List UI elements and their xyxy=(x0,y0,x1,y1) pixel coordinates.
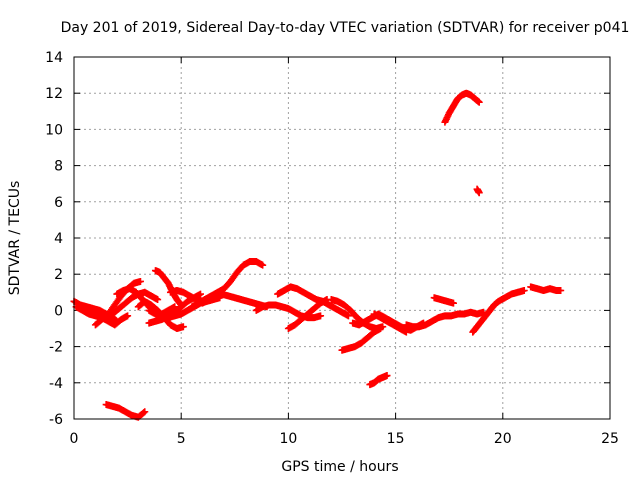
series-seg23 xyxy=(430,294,457,307)
y-tick-label: 2 xyxy=(54,267,63,283)
data-point xyxy=(377,325,385,332)
series-seg4 xyxy=(102,288,162,322)
data-point xyxy=(136,277,144,285)
data-point xyxy=(154,296,162,304)
x-tick-label: 0 xyxy=(70,431,79,447)
data-point xyxy=(475,189,483,197)
data-point xyxy=(317,312,325,320)
data-point xyxy=(179,323,187,331)
x-axis-label: GPS time / hours xyxy=(281,459,398,475)
data-point xyxy=(196,290,204,298)
y-tick-label: 8 xyxy=(54,159,63,175)
series-seg12 xyxy=(113,285,179,318)
data-point xyxy=(124,312,132,320)
series-seg27 xyxy=(473,185,483,197)
x-tick-labels: 0 5 10 15 20 25 xyxy=(70,431,619,447)
y-tick-label: 14 xyxy=(45,50,63,66)
chart-title: Day 201 of 2019, Sidereal Day-to-day VTE… xyxy=(61,20,630,36)
y-axis-label: SDTVAR / TECUs xyxy=(7,181,23,296)
y-tick-label: 0 xyxy=(54,303,63,319)
data-point xyxy=(520,286,528,294)
y-tick-labels: -6 -4 -2 0 2 4 6 8 10 12 14 xyxy=(45,50,63,428)
plot-frame xyxy=(73,56,611,420)
series-seg20 xyxy=(370,310,410,336)
series-seg16 xyxy=(284,296,331,332)
data-points xyxy=(70,89,565,421)
grid xyxy=(73,56,611,420)
y-tick-label: 12 xyxy=(45,86,63,102)
series-seg26 xyxy=(441,89,483,126)
x-tick-label: 25 xyxy=(601,431,619,447)
series-seg21 xyxy=(366,372,391,389)
data-point xyxy=(171,303,179,311)
y-tick-label: 4 xyxy=(54,231,63,247)
series-seg13 xyxy=(102,401,149,421)
data-point xyxy=(449,299,457,307)
y-tick-label: 10 xyxy=(45,122,63,138)
x-tick-label: 15 xyxy=(387,431,405,447)
series-seg24 xyxy=(469,286,528,336)
y-tick-label: 6 xyxy=(54,195,63,211)
series-seg22 xyxy=(402,308,488,331)
data-point xyxy=(383,372,391,380)
x-tick-label: 5 xyxy=(177,431,186,447)
series-seg18 xyxy=(338,325,385,354)
data-point xyxy=(141,408,149,416)
data-point xyxy=(177,301,185,309)
data-point xyxy=(140,409,148,417)
x-tick-label: 10 xyxy=(279,431,297,447)
data-point xyxy=(402,328,410,336)
series-seg25 xyxy=(527,283,565,294)
data-point xyxy=(475,98,483,106)
y-tick-label: -4 xyxy=(49,376,63,392)
data-point xyxy=(259,261,267,269)
series-seg11 xyxy=(199,290,271,311)
y-tick-label: -6 xyxy=(49,412,63,428)
y-tick-label: -2 xyxy=(49,340,63,356)
data-point xyxy=(344,312,352,320)
data-point xyxy=(557,286,565,294)
x-tick-label: 20 xyxy=(494,431,512,447)
